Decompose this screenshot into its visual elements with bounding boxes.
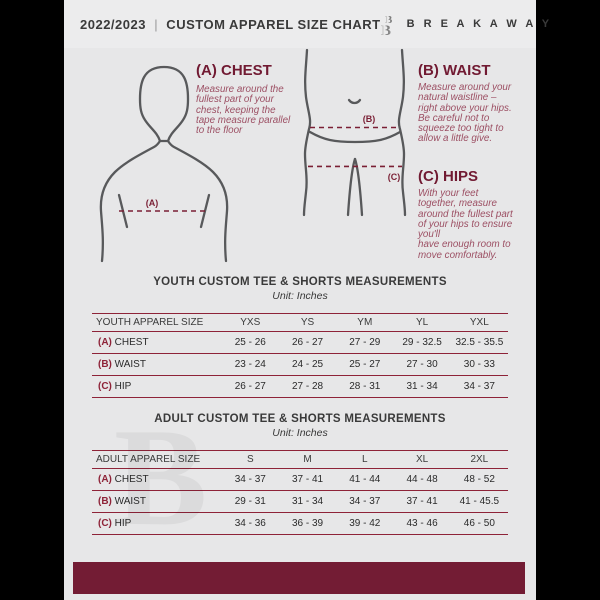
svg-text:(C): (C) [388, 172, 401, 182]
svg-text:(B): (B) [363, 114, 376, 124]
svg-text:(A): (A) [146, 198, 159, 208]
